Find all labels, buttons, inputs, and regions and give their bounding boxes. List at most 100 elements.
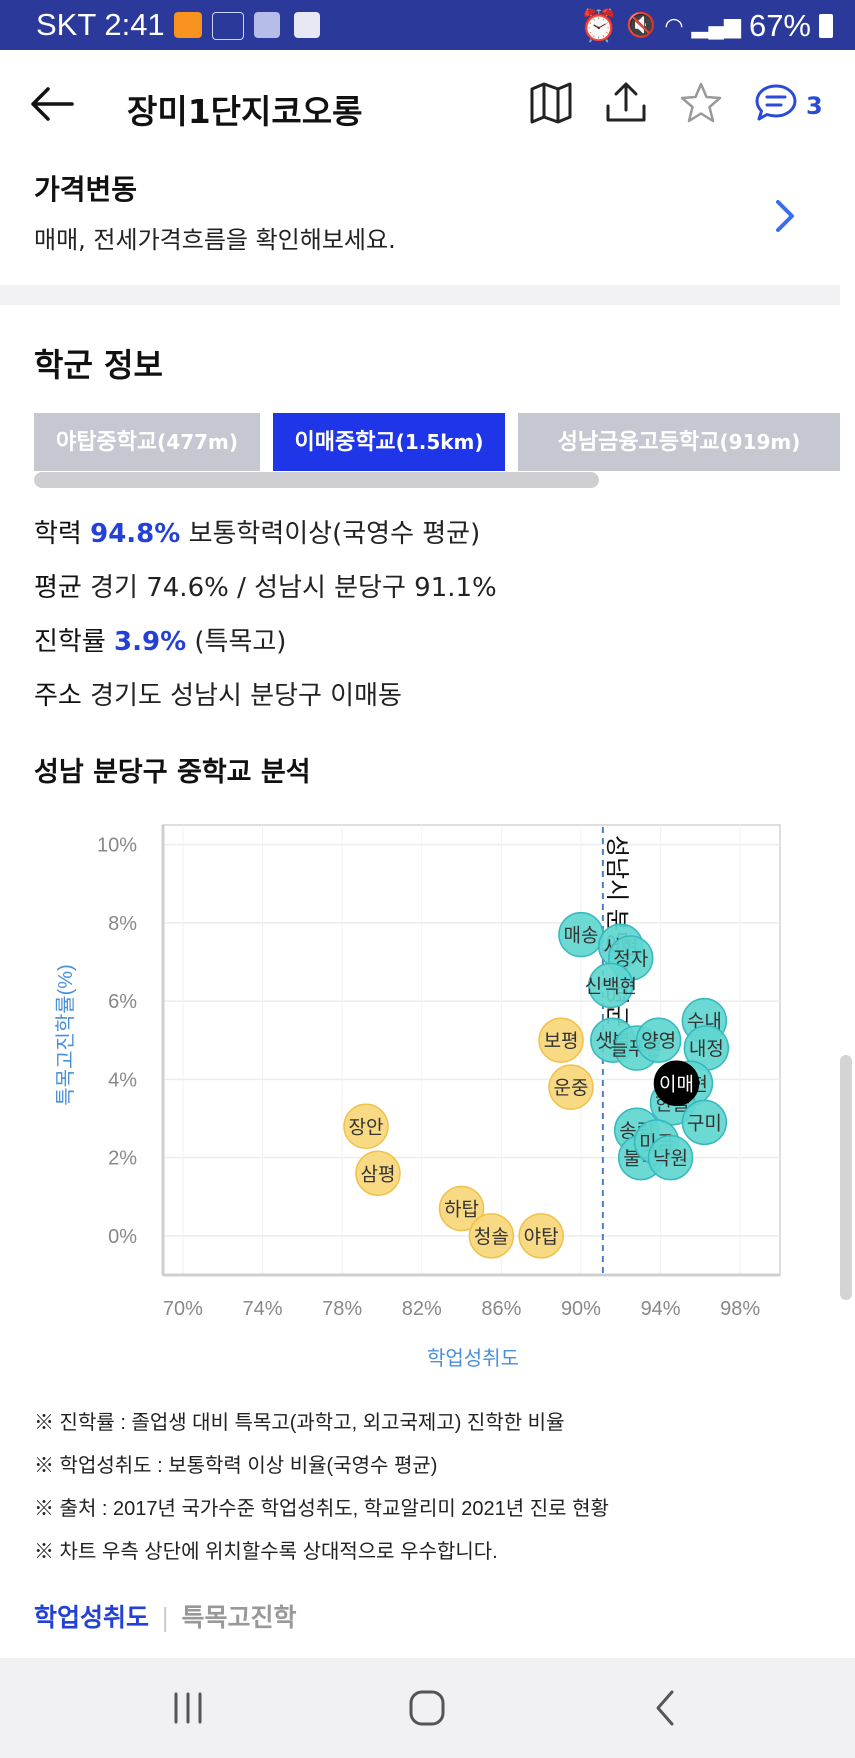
point-삼평: 삼평 xyxy=(355,1150,401,1197)
tab-special-high[interactable]: 특목고진학 xyxy=(181,1603,297,1632)
status-right: ⏰ 🔇 ◠ ▂▄▆ 67% xyxy=(580,7,833,44)
point-양영: 양영 xyxy=(635,1017,682,1063)
page-scrollbar[interactable] xyxy=(840,1055,852,1300)
average-line: 평균 경기 74.6% / 성남시 분당구 91.1% xyxy=(34,567,497,604)
point-label: 보평 xyxy=(544,1030,579,1052)
address-line: 주소 경기도 성남시 분당구 이매동 xyxy=(34,675,402,712)
x-tick-label: 70% xyxy=(163,1298,203,1320)
point-신백현: 신백현 xyxy=(585,962,637,1009)
y-tick-label: 4% xyxy=(108,1069,137,1091)
point-label: 정자 xyxy=(613,948,648,970)
y-tick-label: 6% xyxy=(108,991,137,1013)
tab-dist: (1.5km) xyxy=(395,430,484,454)
point-marker xyxy=(438,1185,485,1232)
map-icon[interactable] xyxy=(528,80,574,126)
note-1: ※ 진학률 : 졸업생 대비 특목고(과학고, 외고국제고) 진학한 비율 xyxy=(34,1412,565,1434)
point-label: 청솔 xyxy=(474,1226,509,1248)
point-marker xyxy=(343,1103,389,1150)
point-marker xyxy=(588,962,634,1009)
point-label: 내정 xyxy=(689,1038,724,1060)
comment-icon[interactable] xyxy=(753,80,799,126)
point-marker xyxy=(548,1064,594,1110)
tab-seongnam-finance-high[interactable]: 성남금융고등학교(919m) xyxy=(518,413,840,471)
x-tick-label: 86% xyxy=(481,1298,521,1320)
status-time: SKT 2:41 xyxy=(36,7,165,42)
average-desc: 경기 74.6% / 성남시 분당구 91.1% xyxy=(90,573,497,603)
y-tick-label: 2% xyxy=(108,1148,137,1170)
comment-count: 3 xyxy=(806,92,823,120)
chart-ticks: 0% 2% 4% 6% 8% 10% 70% 74% 78% 82% 86% 90% 94% 98% xyxy=(97,835,760,1320)
app-notification-icon xyxy=(174,12,202,38)
admission-desc: (특목고) xyxy=(194,627,287,657)
x-tick-label: 82% xyxy=(402,1298,442,1320)
battery-text: 67% xyxy=(748,7,811,43)
price-title: 가격변동 xyxy=(34,173,138,206)
tab-name: 야탑중학교 xyxy=(55,430,158,455)
x-tick-label: 90% xyxy=(561,1298,601,1320)
chart-mode-tabs: 학업성취도 | 특목고진학 xyxy=(34,1598,296,1634)
chart-points: 장안삼평하탑청솔야탑보평운중매송서현정자신백현샛별늘푸른양영수내내정백현송림한솔… xyxy=(343,911,730,1259)
point-label: 양영 xyxy=(641,1030,676,1052)
tab-achievement[interactable]: 학업성취도 xyxy=(34,1603,150,1632)
school-tabs: 야탑중학교(477m) 이매중학교(1.5km) 성남금융고등학교(919m) xyxy=(34,413,840,471)
tab-dist: (919m) xyxy=(719,430,801,454)
point-낙원: 낙원 xyxy=(647,1134,694,1181)
note-4: ※ 차트 우측 상단에 위치할수록 상대적으로 우수합니다. xyxy=(34,1541,498,1563)
back-nav-icon[interactable] xyxy=(646,1688,686,1728)
section-divider xyxy=(0,285,840,305)
point-label: 구미 xyxy=(687,1112,722,1134)
star-icon[interactable] xyxy=(678,80,724,126)
signal-icon: ▂▄▆ xyxy=(691,12,741,38)
point-marker xyxy=(635,1017,682,1063)
x-axis-label: 학업성취도 xyxy=(427,1347,519,1370)
x-tick-label: 94% xyxy=(641,1298,681,1320)
point-marker xyxy=(355,1150,401,1197)
point-marker xyxy=(518,1213,564,1259)
y-axis-label: 특목고진학률(%) xyxy=(54,964,77,1106)
point-이매: 이매 xyxy=(653,1060,700,1107)
point-marker xyxy=(647,1134,694,1181)
point-marker xyxy=(653,1060,700,1107)
system-nav-bar xyxy=(0,1658,855,1758)
school-section-title: 학군 정보 xyxy=(34,346,163,384)
y-tick-label: 8% xyxy=(108,913,137,935)
note-2: ※ 학업성취도 : 보통학력 이상 비율(국영수 평균) xyxy=(34,1455,438,1477)
recent-apps-icon[interactable] xyxy=(168,1688,208,1728)
back-arrow-icon[interactable] xyxy=(30,86,74,122)
point-야탑: 야탑 xyxy=(518,1213,564,1259)
tab-yatap-middle[interactable]: 야탑중학교(477m) xyxy=(34,413,260,471)
point-marker xyxy=(681,1099,728,1146)
share-icon[interactable] xyxy=(603,80,649,126)
tab-imae-middle[interactable]: 이매중학교(1.5km) xyxy=(273,413,505,471)
chevron-right-icon[interactable] xyxy=(772,196,800,236)
x-tick-label: 98% xyxy=(720,1298,760,1320)
mute-icon: 🔇 xyxy=(626,12,657,39)
admission-label: 진학률 xyxy=(34,627,106,657)
point-장안: 장안 xyxy=(343,1103,389,1150)
status-bar: SKT 2:41 ⏰ 🔇 ◠ ▂▄▆ 67% xyxy=(0,0,855,50)
home-icon[interactable] xyxy=(407,1688,447,1728)
point-하탑: 하탑 xyxy=(438,1185,485,1232)
address-label: 주소 xyxy=(34,681,82,711)
tab-name: 성남금융고등학교 xyxy=(557,430,720,455)
address-value: 경기도 성남시 분당구 이매동 xyxy=(90,681,402,711)
x-tick-label: 74% xyxy=(243,1298,283,1320)
point-label: 야탑 xyxy=(524,1226,559,1248)
tabs-scroll-indicator[interactable] xyxy=(34,472,599,488)
tab-name: 이매중학교 xyxy=(294,430,396,455)
price-change-row[interactable]: 가격변동 매매, 전세가격흐름을 확인해보세요. xyxy=(0,160,840,285)
gallery-icon xyxy=(294,12,320,38)
point-label: 낙원 xyxy=(653,1148,688,1170)
achievement-value: 94.8% xyxy=(90,519,181,549)
achievement-desc: 보통학력이상(국영수 평균) xyxy=(188,519,481,549)
point-보평: 보평 xyxy=(538,1017,584,1063)
scatter-chart: 0%2%4%6%8%10%70%74%78%82%86%90%94%98% 성남… xyxy=(54,824,781,1370)
achievement-label: 학력 xyxy=(34,519,82,549)
point-label: 운중 xyxy=(554,1077,589,1099)
global-app-icon xyxy=(254,12,280,38)
app-header: 장미1단지코오롱 3 xyxy=(0,50,855,160)
average-label: 평균 xyxy=(34,573,82,603)
point-내정: 내정 xyxy=(683,1025,730,1071)
point-label: 삼평 xyxy=(360,1163,395,1185)
point-marker xyxy=(538,1017,584,1063)
